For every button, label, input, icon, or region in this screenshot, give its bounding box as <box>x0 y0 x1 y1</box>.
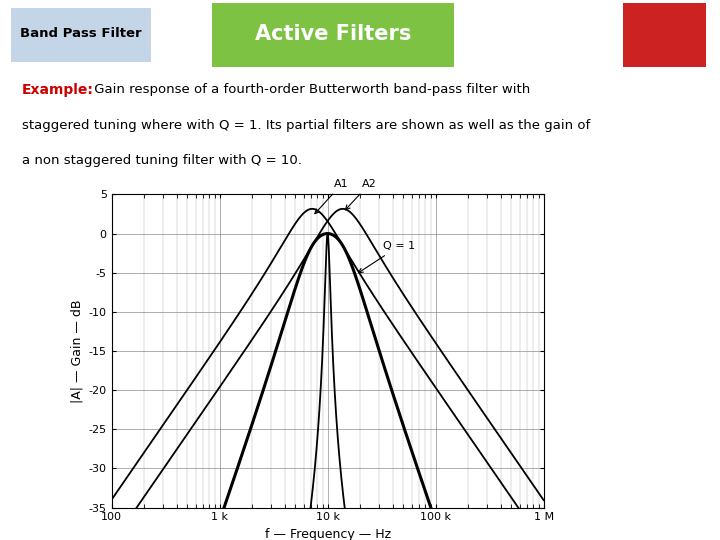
Text: Gain response of a fourth-order Butterworth band-pass filter with: Gain response of a fourth-order Butterwo… <box>90 83 530 96</box>
Text: A2: A2 <box>346 179 377 210</box>
Y-axis label: |A| — Gain — dB: |A| — Gain — dB <box>70 299 83 403</box>
Text: Band Pass Filter: Band Pass Filter <box>20 27 141 40</box>
X-axis label: f — Frequency — Hz: f — Frequency — Hz <box>264 528 391 540</box>
FancyBboxPatch shape <box>212 3 454 68</box>
Text: Active Filters: Active Filters <box>255 24 412 44</box>
Text: staggered tuning where with Q = 1. Its partial filters are shown as well as the : staggered tuning where with Q = 1. Its p… <box>22 119 590 132</box>
Text: a non staggered tuning filter with Q = 10.: a non staggered tuning filter with Q = 1… <box>22 154 302 167</box>
Text: A1: A1 <box>315 179 349 214</box>
Text: Example:: Example: <box>22 83 94 97</box>
FancyBboxPatch shape <box>11 9 151 62</box>
Text: Q = 1: Q = 1 <box>359 241 415 273</box>
FancyBboxPatch shape <box>623 3 706 68</box>
